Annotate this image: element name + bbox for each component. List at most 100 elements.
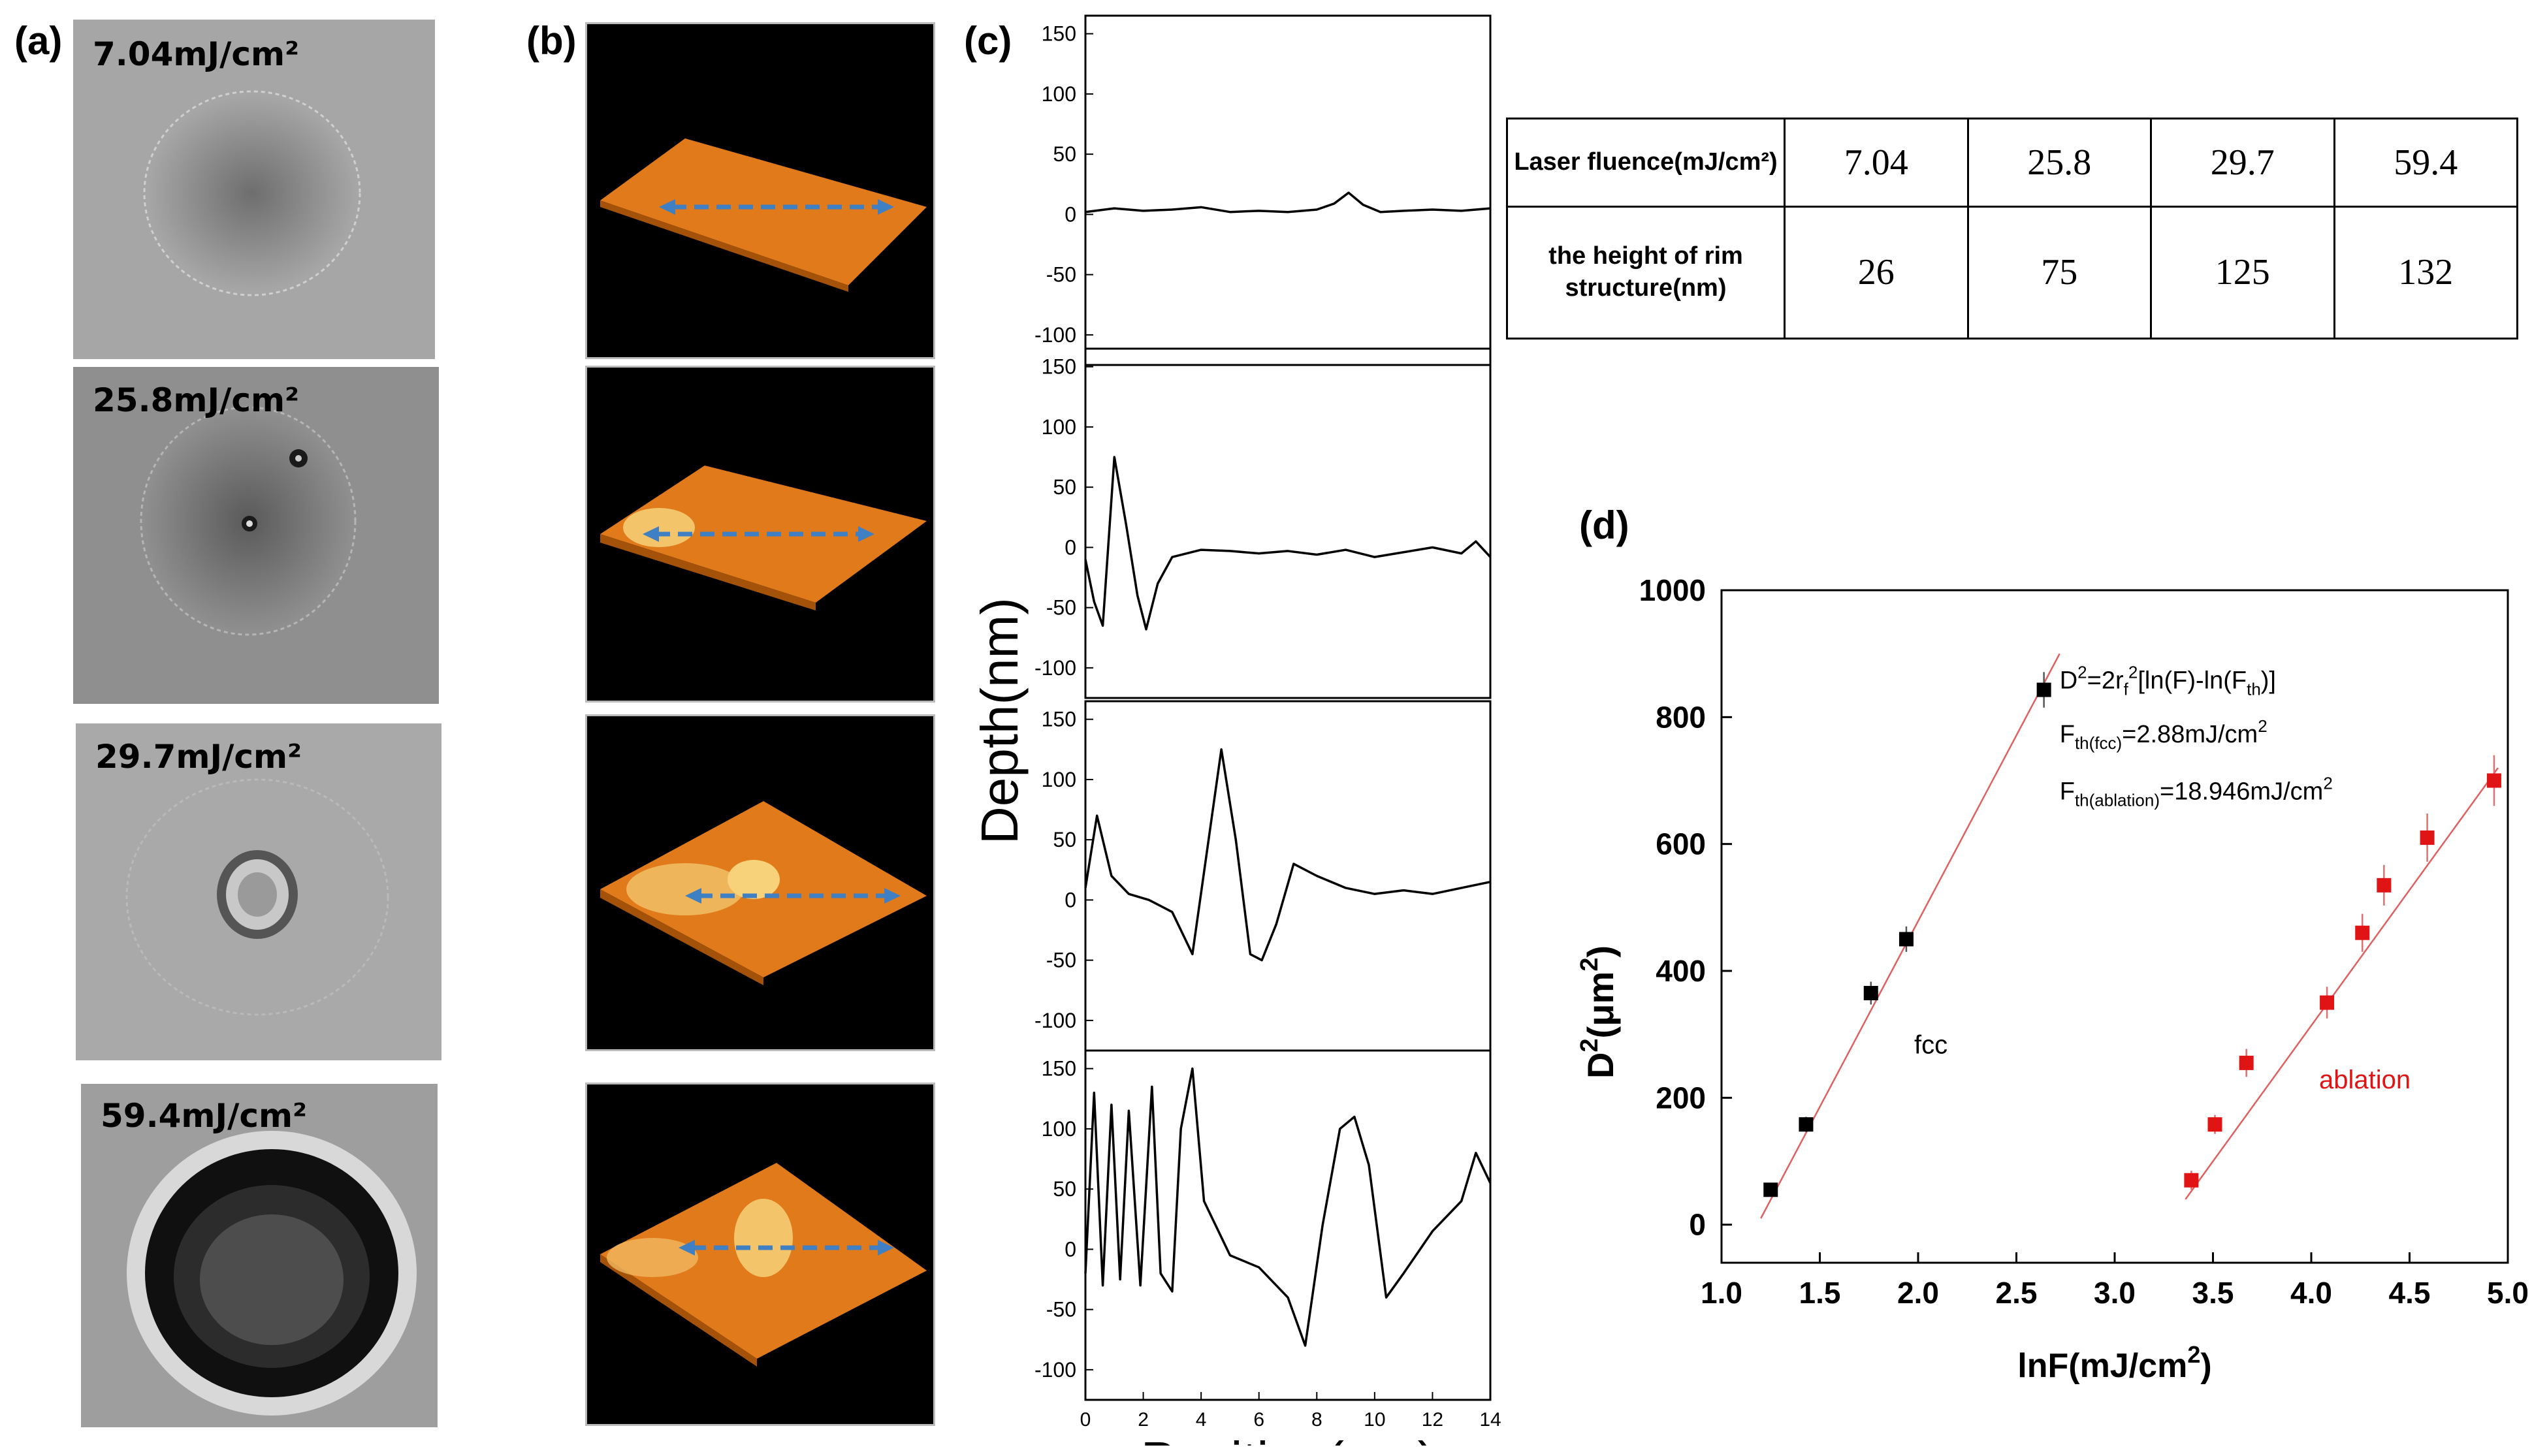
x-tick-label: 4.5	[2389, 1276, 2431, 1310]
rim-height-table: Laser fluence(mJ/cm²) 7.04 25.8 29.7 59.…	[1506, 118, 2518, 340]
table-cell: 25.8	[1966, 118, 2152, 208]
equation-fth-fcc: Fth(fcc)=2.88mJ/cm2	[2060, 716, 2268, 753]
table-cell: 75	[1966, 205, 2152, 340]
x-tick-label: 14	[1479, 1409, 1501, 1431]
x-tick-label: 4	[1196, 1409, 1207, 1431]
fcc-point	[1899, 932, 1914, 947]
y-tick-label: 0	[1065, 1237, 1076, 1261]
y-axis-label: Depth(nm)	[970, 597, 1029, 844]
y-tick-label: -50	[1046, 596, 1076, 620]
ablation-point	[2420, 830, 2435, 845]
fcc-point	[1799, 1117, 1814, 1132]
x-tick-label: 3.0	[2094, 1276, 2136, 1310]
x-tick-label: 0	[1080, 1409, 1091, 1431]
sem-image-4: 59.4mJ/cm²	[81, 1084, 438, 1427]
table-cell: 125	[2150, 205, 2335, 340]
ablation-fit-line	[2185, 767, 2499, 1200]
ablation-point	[2239, 1055, 2254, 1070]
profile-frame	[1084, 1049, 1492, 1401]
table-cell: 7.04	[1784, 118, 1969, 208]
y-tick-label: 200	[1656, 1081, 1706, 1115]
y-axis-label: D2(μm2)	[1576, 945, 1621, 1079]
fcc-point	[1863, 986, 1878, 1001]
sem-image-3: 29.7mJ/cm²	[76, 723, 441, 1060]
panel-label-d: (d)	[1579, 503, 1629, 547]
sem-label-1: 7.04mJ/cm²	[93, 35, 299, 73]
y-tick-label: -100	[1034, 1358, 1076, 1382]
profile-line-4	[1084, 1067, 1492, 1347]
ablation-point	[2355, 925, 2370, 940]
sem-image-1-graphic	[143, 90, 361, 296]
x-tick-label: 2.5	[1996, 1276, 2038, 1310]
profile-frame	[1084, 700, 1492, 1052]
sem-label-2: 25.8mJ/cm²	[93, 381, 299, 419]
y-tick-label: 0	[1065, 535, 1076, 559]
afm-image-2	[585, 366, 935, 703]
y-tick-label: 800	[1656, 700, 1706, 734]
y-tick-label: 150	[1042, 22, 1076, 46]
panel-label-c: (c)	[964, 19, 1012, 63]
ablation-label: ablation	[2319, 1066, 2411, 1094]
y-tick-label: 50	[1053, 475, 1076, 499]
sem-image-3-graphic	[125, 778, 389, 1016]
sem-image-4-graphic	[127, 1131, 417, 1416]
x-tick-label: 1.5	[1799, 1276, 1841, 1310]
afm-image-1	[585, 22, 935, 359]
sem-label-4: 59.4mJ/cm²	[101, 1097, 307, 1135]
ablation-point	[2184, 1173, 2199, 1188]
profile-frame	[1084, 347, 1492, 699]
afm-image-4	[585, 1083, 935, 1426]
y-tick-label: 1000	[1639, 573, 1706, 607]
fcc-point	[2036, 682, 2051, 697]
fluence-threshold-chart: 0 200 400 600 800 1000 1.0 1.5 2.0 2.5 3.0 3.5 4.0 4.…	[1576, 573, 2527, 1385]
table-cell: 59.4	[2333, 118, 2518, 208]
y-tick-label: 50	[1053, 828, 1076, 851]
x-tick-label: 12	[1422, 1409, 1443, 1431]
y-tick-label: -100	[1034, 656, 1076, 680]
y-tick-label: 0	[1065, 202, 1076, 226]
y-tick-label: 600	[1656, 827, 1706, 861]
y-tick-label: 50	[1053, 1177, 1076, 1201]
equation-fth-ablation: Fth(ablation)=18.946mJ/cm2	[2060, 774, 2333, 810]
x-tick-label: 4.0	[2290, 1276, 2332, 1310]
ablation-point	[2207, 1117, 2222, 1132]
panel-label-b: (b)	[526, 19, 577, 63]
fcc-point	[1763, 1182, 1778, 1197]
y-tick-label: -100	[1034, 323, 1076, 347]
profile-frame	[1084, 14, 1492, 366]
y-tick-label: 0	[1065, 888, 1076, 911]
y-tick-label: 100	[1042, 1117, 1076, 1141]
afm-image-3	[585, 714, 935, 1051]
ablation-point	[2377, 878, 2392, 893]
y-tick-label: 50	[1053, 142, 1076, 166]
sem-image-2-graphic	[140, 406, 357, 636]
x-tick-label: 5.0	[2487, 1276, 2527, 1310]
x-axis-label: Position(μm)	[1141, 1431, 1435, 1446]
table-row: Laser fluence(mJ/cm²) 7.04 25.8 29.7 59.…	[1506, 118, 2518, 208]
y-tick-label: 100	[1042, 82, 1076, 106]
x-tick-label: 1.0	[1701, 1276, 1742, 1310]
sem-image-1: 7.04mJ/cm²	[73, 20, 435, 359]
y-tick-label: 100	[1042, 768, 1076, 791]
y-tick-label: -50	[1046, 1298, 1076, 1321]
table-row: the height of rim structure(nm) 26 75 12…	[1506, 205, 2518, 340]
equation-d2: D2=2rf2[ln(F)-ln(Fth)]	[2060, 663, 2276, 699]
table-cell: 132	[2333, 205, 2518, 340]
x-tick-label: 2	[1138, 1409, 1149, 1431]
x-tick-label: 10	[1364, 1409, 1385, 1431]
x-tick-label: 8	[1311, 1409, 1322, 1431]
profile-line-3	[1084, 748, 1491, 962]
y-tick-label: 150	[1042, 1057, 1076, 1081]
depth-profiles-chart: 150100500-50-100150100500-50-10015010050…	[970, 14, 1501, 1446]
profile-line-2	[1084, 456, 1492, 631]
fcc-label: fcc	[1914, 1030, 1947, 1059]
table-header-fluence: Laser fluence(mJ/cm²)	[1506, 118, 1786, 208]
panel-label-a: (a)	[14, 19, 63, 63]
y-tick-label: -50	[1046, 263, 1076, 287]
y-tick-label: -100	[1034, 1009, 1076, 1032]
x-tick-label: 3.5	[2192, 1276, 2234, 1310]
y-tick-label: 150	[1042, 355, 1076, 379]
y-tick-label: 0	[1689, 1208, 1706, 1242]
y-tick-label: 400	[1656, 954, 1706, 988]
x-axis-label: lnF(mJ/cm2)	[2017, 1341, 2211, 1385]
